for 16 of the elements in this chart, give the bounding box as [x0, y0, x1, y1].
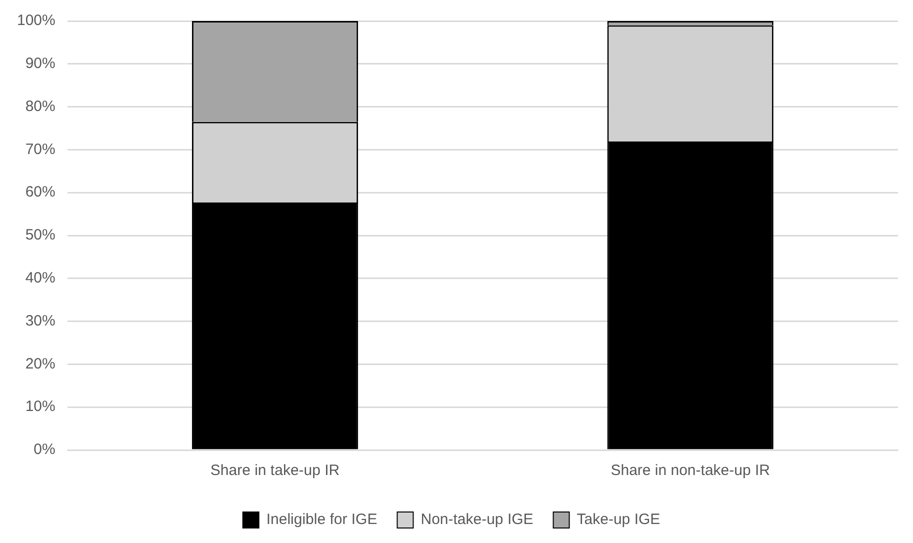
- y-tick-label: 0%: [34, 441, 56, 458]
- y-tick-label: 40%: [25, 270, 56, 287]
- x-tick-label: Share in non-take-up IR: [610, 462, 770, 480]
- legend-label: Ineligible for IGE: [266, 511, 378, 528]
- y-tick-label: 80%: [25, 98, 56, 115]
- y-tick-label: 60%: [25, 184, 56, 201]
- legend-label: Take-up IGE: [576, 511, 660, 528]
- y-tick-label: 70%: [25, 140, 56, 158]
- y-tick-label: 100%: [16, 12, 56, 30]
- y-tick-label: 20%: [25, 355, 56, 372]
- y-tick-label: 50%: [25, 226, 56, 244]
- y-tick-label: 10%: [25, 398, 56, 416]
- x-tick-label: Share in take-up IR: [210, 462, 340, 480]
- y-tick-label: 90%: [25, 55, 56, 72]
- legend-label: Non-take-up IGE: [420, 511, 534, 528]
- y-tick-label: 30%: [25, 312, 56, 330]
